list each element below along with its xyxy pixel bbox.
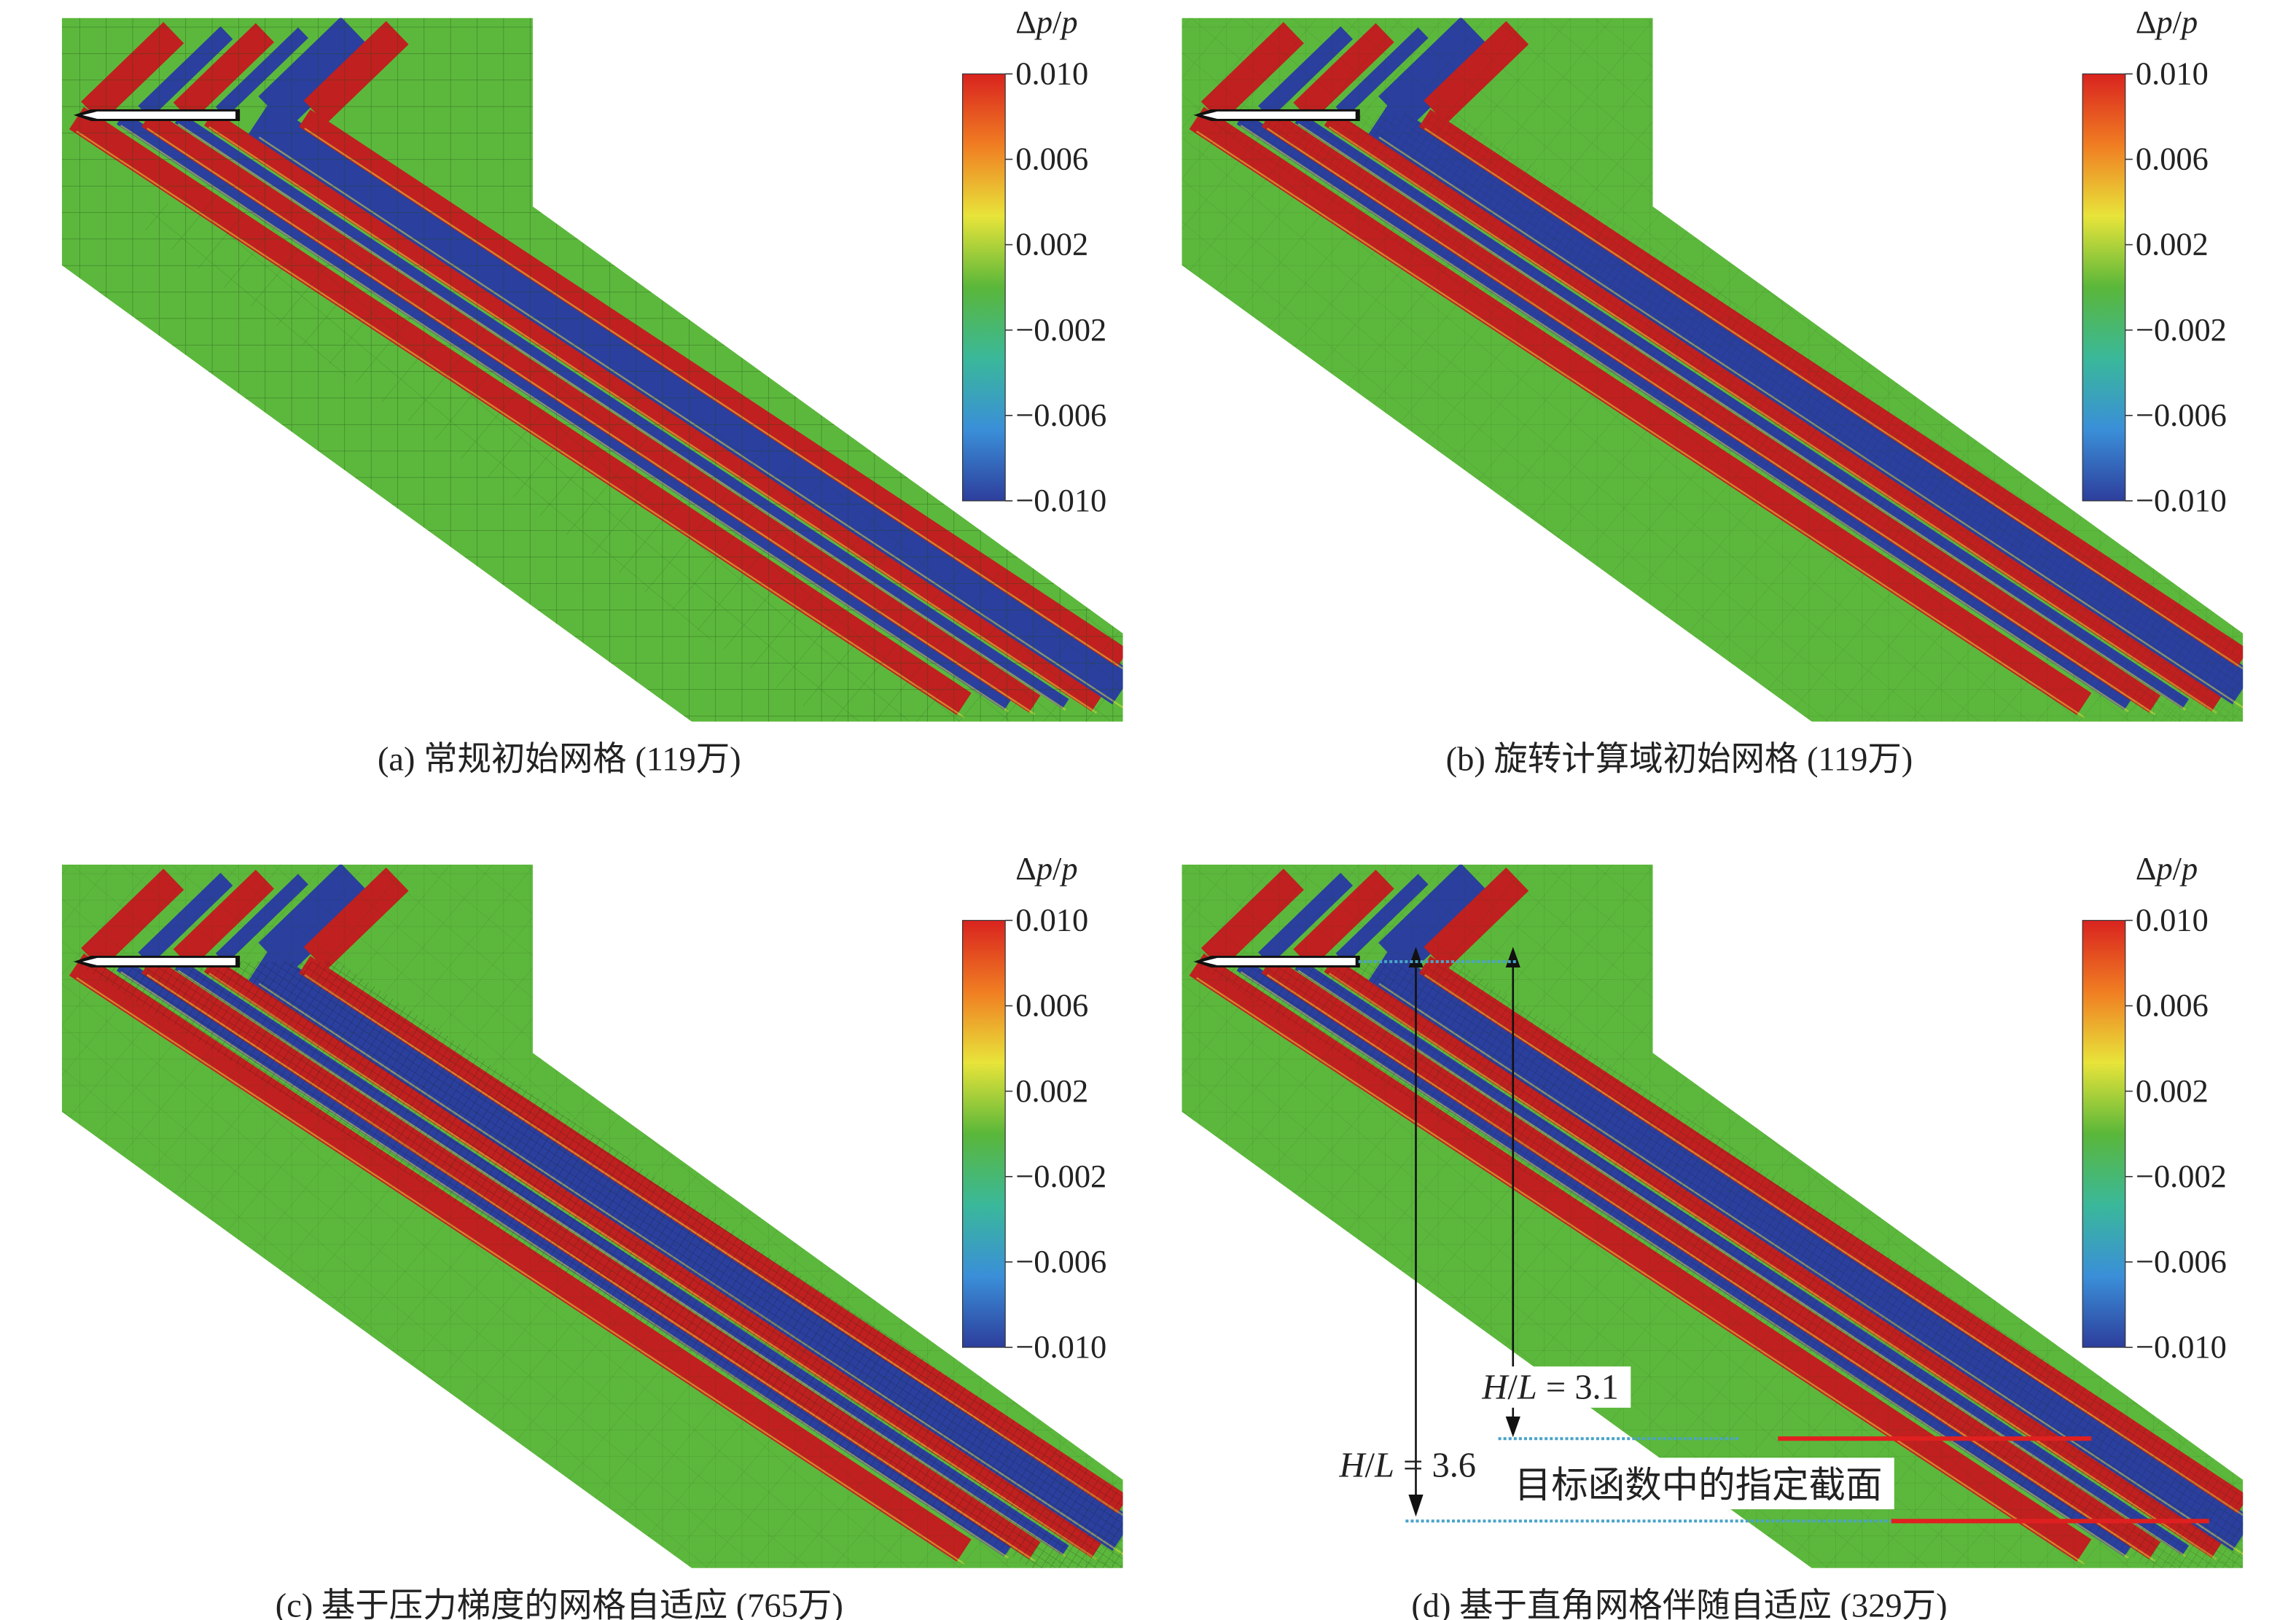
pressure-contour-field [1182,864,2244,1568]
colorbar-tick-label: 0.006 [2136,141,2209,177]
colorbar-tick-label: 0.010 [2136,902,2209,938]
panel-d: Δp/p 0.010 0.006 0.002 −0.002 −0.006 −0.010 (d)… [1182,850,2244,1620]
colorbar-tick-label: −0.002 [2136,1158,2227,1194]
colorbar-tick-label: −0.010 [1015,1328,1106,1365]
colorbar-tick-label: −0.010 [2136,482,2227,518]
colorbar-tick-label: −0.006 [1015,1243,1106,1280]
target-section-label: 目标函数中的指定截面 [1515,1465,1883,1506]
colorbar-tick-label: −0.006 [2136,397,2227,433]
colorbar-gradient [2082,919,2126,1348]
refined-mesh-region [1193,114,2244,722]
section-annotations: H/L = 3.1H/L = 3.6 目标函数中的指定截面 [1339,946,2209,1524]
colorbar-tick-label: −0.006 [1015,397,1106,433]
refined-mesh-region [73,961,1123,1568]
colorbar-tick-label: 0.006 [1015,987,1088,1024]
refined-mesh-region [1193,961,2244,1568]
colorbar-tick-label: −0.010 [1015,482,1106,518]
panel-b: Δp/p 0.010 0.006 0.002 −0.002 −0.006 −0.010 (b)… [1182,4,2244,778]
panel-c: Δp/p 0.010 0.006 0.002 −0.002 −0.006 −0.010 (c)… [61,850,1123,1620]
colorbar-tick-label: −0.002 [2136,311,2227,348]
colorbar-tick-label: −0.006 [2136,1243,2227,1280]
hl-36-label: H/L = 3.6 [1339,1446,1477,1485]
colorbar-tick-label: 0.006 [2136,987,2209,1024]
colorbar-tick-label: −0.002 [1015,1158,1106,1194]
colorbar-tick-label: 0.002 [1015,226,1088,262]
colorbar-tick-label: 0.006 [1015,141,1088,177]
panel-a: Δp/p 0.010 0.006 0.002 −0.002 −0.006 −0.010 (a)… [61,4,1123,778]
panel-caption: (d) 基于直角网格伴随自适应 (329万) [1411,1588,1947,1620]
colorbar: Δp/p 0.010 0.006 0.002 −0.002 −0.006 −0.010 [2082,850,2227,1365]
colorbar-tick-label: 0.010 [1015,902,1088,938]
colorbar-tick-label: −0.002 [1015,311,1106,348]
colorbar-tick-label: 0.002 [1015,1072,1088,1109]
pressure-contour-field [61,17,1123,722]
pressure-contour-field [1182,17,2244,722]
colorbar-tick-label: 0.010 [2136,55,2209,92]
panel-caption: (a) 常规初始网格 (119万) [378,741,741,778]
panel-caption: (c) 基于压力梯度的网格自适应 (765万) [276,1588,843,1620]
colorbar-title: Δp/p [1015,4,1077,40]
pressure-contour-field [61,864,1123,1568]
colorbar: Δp/p 0.010 0.006 0.002 −0.002 −0.006 −0.010 [2082,4,2227,518]
colorbar-tick-label: −0.010 [2136,1328,2227,1365]
colorbar: Δp/p 0.010 0.006 0.002 −0.002 −0.006 −0.010 [961,4,1106,518]
colorbar-title: Δp/p [2136,4,2198,40]
colorbar-gradient [2082,73,2126,502]
hl-31-label: H/L = 3.1 [1481,1368,1619,1407]
colorbar-tick-label: 0.010 [1015,55,1088,92]
colorbar-title: Δp/p [2136,850,2198,887]
colorbar-tick-label: 0.002 [2136,1072,2209,1109]
colorbar: Δp/p 0.010 0.006 0.002 −0.002 −0.006 −0.010 [961,850,1106,1365]
colorbar-gradient [961,919,1006,1348]
colorbar-tick-label: 0.002 [2136,226,2209,262]
colorbar-title: Δp/p [1015,850,1077,887]
colorbar-gradient [961,73,1006,502]
panel-caption: (b) 旋转计算域初始网格 (119万) [1446,741,1913,778]
